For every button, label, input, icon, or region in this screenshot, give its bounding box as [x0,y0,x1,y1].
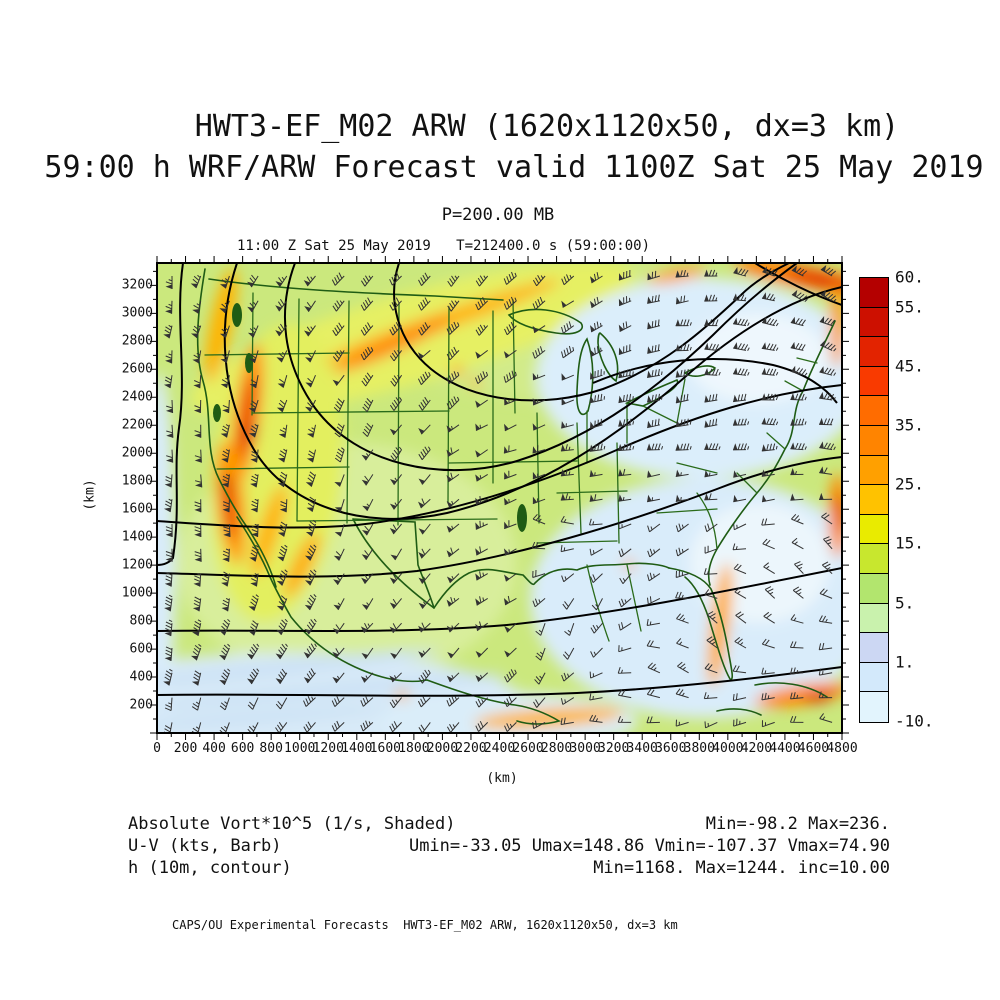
x-tick-label: 4600 [797,741,830,756]
plot-title: HWT3-EF_M02 ARW (1620x1120x50, dx=3 km) [194,109,900,144]
x-tick-label: 2600 [512,741,544,756]
footer-credit: CAPS/OU Experimental Forecasts HWT3-EF_M… [172,918,678,932]
legend-contour-label: h (10m, contour) [128,858,292,878]
colorbar-tick-label: 60. [895,267,924,287]
y-tick-label: 400 [129,669,153,685]
colorbar-tick-label: 15. [895,533,924,553]
x-tick-label: 800 [259,741,283,756]
y-tick-label: 2800 [121,333,153,349]
legend-wind-stats: Umin=-33.05 Umax=148.86 Vmin=-107.37 Vma… [408,836,890,856]
x-tick-label: 3600 [655,741,687,756]
y-tick-label: 3000 [121,305,153,321]
axis-ticks [150,256,849,740]
y-axis-label: (km) [82,479,98,511]
colorbar-segment [860,455,888,486]
colorbar [859,277,889,723]
colorbar-tick-label: 45. [895,356,924,376]
legend-contour-stats: Min=1168. Max=1244. inc=10.00 [593,858,890,878]
x-tick-label: 3200 [598,741,630,756]
legend-shaded-field-stats: Min=-98.2 Max=236. [705,814,890,834]
valid-time-label: 11:00 Z Sat 25 May 2019 T=212400.0 s (59… [237,238,651,254]
x-tick-label: 1400 [341,741,373,756]
x-tick-label: 4000 [712,741,744,756]
colorbar-tick-label: -10. [895,711,934,731]
plot-subtitle: 59:00 h WRF/ARW Forecast valid 1100Z Sat… [44,150,984,185]
colorbar-segment [860,544,888,574]
x-tick-label: 4400 [769,741,801,756]
colorbar-segment [860,514,888,545]
y-tick-label: 200 [129,697,153,713]
x-tick-label: 2000 [426,741,459,756]
colorbar-segment [860,278,888,308]
y-tick-label: 2200 [121,417,153,433]
x-tick-label: 1200 [312,741,344,756]
y-tick-label: 2400 [121,389,153,405]
x-tick-label: 200 [173,741,198,756]
colorbar-segment [860,662,888,693]
x-tick-label: 2200 [455,741,487,756]
x-tick-label: 2400 [483,741,516,756]
y-tick-label: 3200 [121,277,153,293]
legend-shaded-field-label: Absolute Vort*10^5 (1/s, Shaded) [128,814,456,834]
colorbar-segment [860,573,888,604]
colorbar-segment [860,396,888,426]
colorbar-segment [860,425,888,456]
colorbar-tick-label: 1. [895,652,915,672]
y-tick-label: 1400 [121,529,153,545]
colorbar-segment [860,603,888,634]
x-tick-label: 0 [153,741,161,756]
x-tick-label: 2800 [540,741,573,756]
map-canvas [150,256,849,740]
x-tick-label: 3800 [683,741,715,756]
y-tick-label: 800 [129,613,153,629]
y-tick-label: 1000 [121,585,153,601]
x-tick-label: 1000 [284,741,316,756]
colorbar-segment [860,485,888,515]
colorbar-segment [860,633,888,663]
y-tick-label: 1600 [121,501,153,517]
x-tick-label: 400 [202,741,226,756]
pressure-level-label: P=200.00 MB [441,205,555,225]
x-tick-label: 1800 [398,741,430,756]
y-tick-label: 1200 [121,557,153,573]
wind-barbs [163,267,837,733]
colorbar-segment [860,692,888,722]
colorbar-tick-label: 25. [895,474,924,494]
y-tick-label: 600 [129,641,153,657]
colorbar-segment [860,366,888,397]
colorbar-segment [860,337,888,367]
y-tick-label: 2000 [121,445,153,461]
colorbar-tick-label: 5. [895,593,915,613]
y-tick-label: 2600 [121,361,153,377]
height-contours [157,263,842,697]
x-tick-label: 3400 [626,741,658,756]
y-tick-label: 1800 [121,473,153,489]
x-tick-label: 4800 [826,741,858,756]
x-tick-label: 1600 [369,741,401,756]
colorbar-segment [860,307,888,338]
plot-frame [156,262,843,734]
x-axis-label: (km) [486,771,518,786]
x-tick-label: 4200 [740,741,773,756]
x-tick-label: 3000 [569,741,601,756]
x-tick-label: 600 [230,741,255,756]
colorbar-tick-label: 55. [895,297,924,317]
legend-wind-label: U-V (kts, Barb) [128,836,282,856]
colorbar-tick-label: 35. [895,415,924,435]
